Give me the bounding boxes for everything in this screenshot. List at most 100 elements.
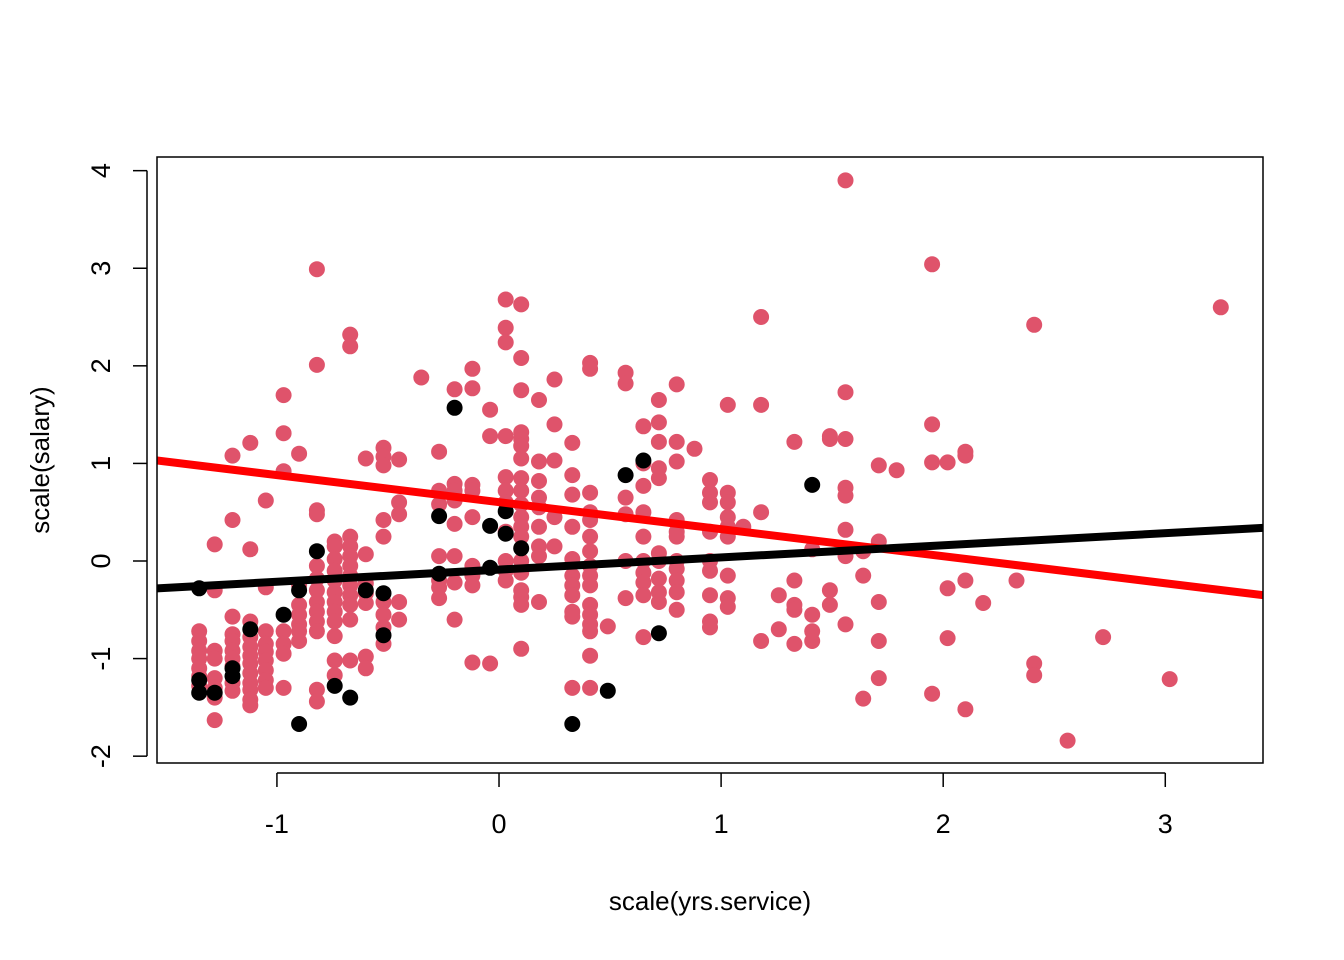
black-point bbox=[308, 543, 325, 560]
red-point bbox=[702, 494, 718, 511]
red-point bbox=[375, 606, 392, 623]
red-point bbox=[870, 457, 887, 474]
red-point bbox=[702, 472, 718, 488]
red-point bbox=[1059, 732, 1076, 749]
red-point bbox=[275, 645, 292, 662]
red-point bbox=[308, 506, 325, 523]
red-point bbox=[326, 613, 343, 630]
red-point bbox=[342, 596, 359, 613]
red-point bbox=[957, 447, 974, 464]
red-point bbox=[1161, 671, 1178, 688]
black-point bbox=[191, 672, 208, 689]
red-point bbox=[837, 431, 854, 447]
black-regression-line bbox=[157, 523, 1263, 593]
red-point bbox=[821, 582, 838, 599]
red-point bbox=[582, 528, 599, 545]
black-point bbox=[291, 582, 308, 599]
red-point bbox=[821, 431, 838, 447]
black-point bbox=[497, 525, 514, 542]
red-point bbox=[513, 296, 530, 313]
red-point bbox=[464, 509, 481, 526]
red-point bbox=[357, 546, 374, 563]
black-point bbox=[206, 684, 223, 701]
red-point bbox=[821, 596, 838, 613]
red-point bbox=[482, 428, 499, 445]
plot-area-frame bbox=[156, 156, 1264, 764]
red-point bbox=[686, 440, 703, 457]
red-point bbox=[513, 350, 530, 366]
red-point bbox=[939, 454, 956, 471]
red-point bbox=[837, 384, 854, 401]
red-point bbox=[753, 309, 770, 325]
red-point bbox=[513, 437, 530, 454]
red-point bbox=[357, 595, 374, 611]
red-point bbox=[308, 693, 325, 710]
red-point bbox=[431, 443, 448, 460]
red-point bbox=[635, 418, 652, 435]
red-point bbox=[391, 506, 408, 523]
red-point bbox=[668, 453, 685, 470]
black-point bbox=[804, 476, 821, 493]
red-point bbox=[391, 594, 408, 610]
red-point bbox=[446, 548, 463, 565]
red-point bbox=[668, 601, 685, 618]
black-point bbox=[482, 517, 499, 534]
red-point bbox=[650, 414, 667, 431]
red-point bbox=[804, 606, 821, 623]
y-tick-label: 2 bbox=[86, 358, 116, 373]
red-point bbox=[308, 261, 325, 278]
red-point bbox=[513, 470, 530, 487]
red-point bbox=[719, 598, 736, 615]
red-point bbox=[635, 587, 652, 604]
red-point bbox=[308, 623, 325, 640]
red-point bbox=[617, 375, 634, 392]
red-point bbox=[635, 477, 652, 494]
red-point bbox=[924, 685, 941, 702]
black-point bbox=[224, 668, 241, 685]
regression-lines bbox=[157, 456, 1263, 600]
red-point bbox=[650, 470, 667, 487]
red-point bbox=[650, 433, 667, 450]
red-point bbox=[1095, 629, 1112, 646]
red-point bbox=[291, 445, 308, 462]
red-point bbox=[888, 462, 905, 479]
x-axis: -1 0 1 2 3 bbox=[265, 772, 1173, 839]
red-point bbox=[224, 608, 241, 625]
red-point bbox=[719, 494, 736, 511]
red-point bbox=[719, 567, 736, 584]
red-point bbox=[837, 616, 854, 633]
red-point bbox=[513, 450, 530, 467]
red-point bbox=[257, 679, 274, 696]
red-point bbox=[497, 482, 514, 499]
black-point bbox=[446, 399, 463, 416]
black-point bbox=[635, 452, 652, 469]
y-tick-label: 4 bbox=[86, 163, 116, 178]
red-point bbox=[308, 582, 325, 599]
red-point bbox=[257, 623, 274, 640]
red-point bbox=[837, 487, 854, 504]
red-point bbox=[668, 584, 685, 601]
red-point bbox=[375, 512, 392, 528]
red-point bbox=[650, 392, 667, 408]
red-point bbox=[924, 454, 941, 471]
red-point bbox=[326, 538, 343, 555]
red-point bbox=[206, 536, 223, 553]
red-point bbox=[497, 572, 514, 589]
red-point bbox=[224, 447, 241, 464]
red-point bbox=[375, 528, 392, 545]
red-point bbox=[531, 548, 547, 565]
red-point bbox=[599, 618, 616, 635]
red-point bbox=[391, 451, 408, 468]
y-axis-title: scale(salary) bbox=[25, 386, 55, 533]
red-point bbox=[224, 682, 241, 699]
red-point bbox=[635, 528, 652, 545]
red-point bbox=[464, 654, 481, 671]
black-point bbox=[599, 682, 616, 699]
black-point bbox=[326, 677, 343, 694]
red-point bbox=[275, 623, 292, 640]
red-point bbox=[275, 387, 292, 404]
red-point bbox=[257, 492, 274, 509]
red-point bbox=[753, 504, 770, 521]
red-point bbox=[391, 494, 408, 511]
